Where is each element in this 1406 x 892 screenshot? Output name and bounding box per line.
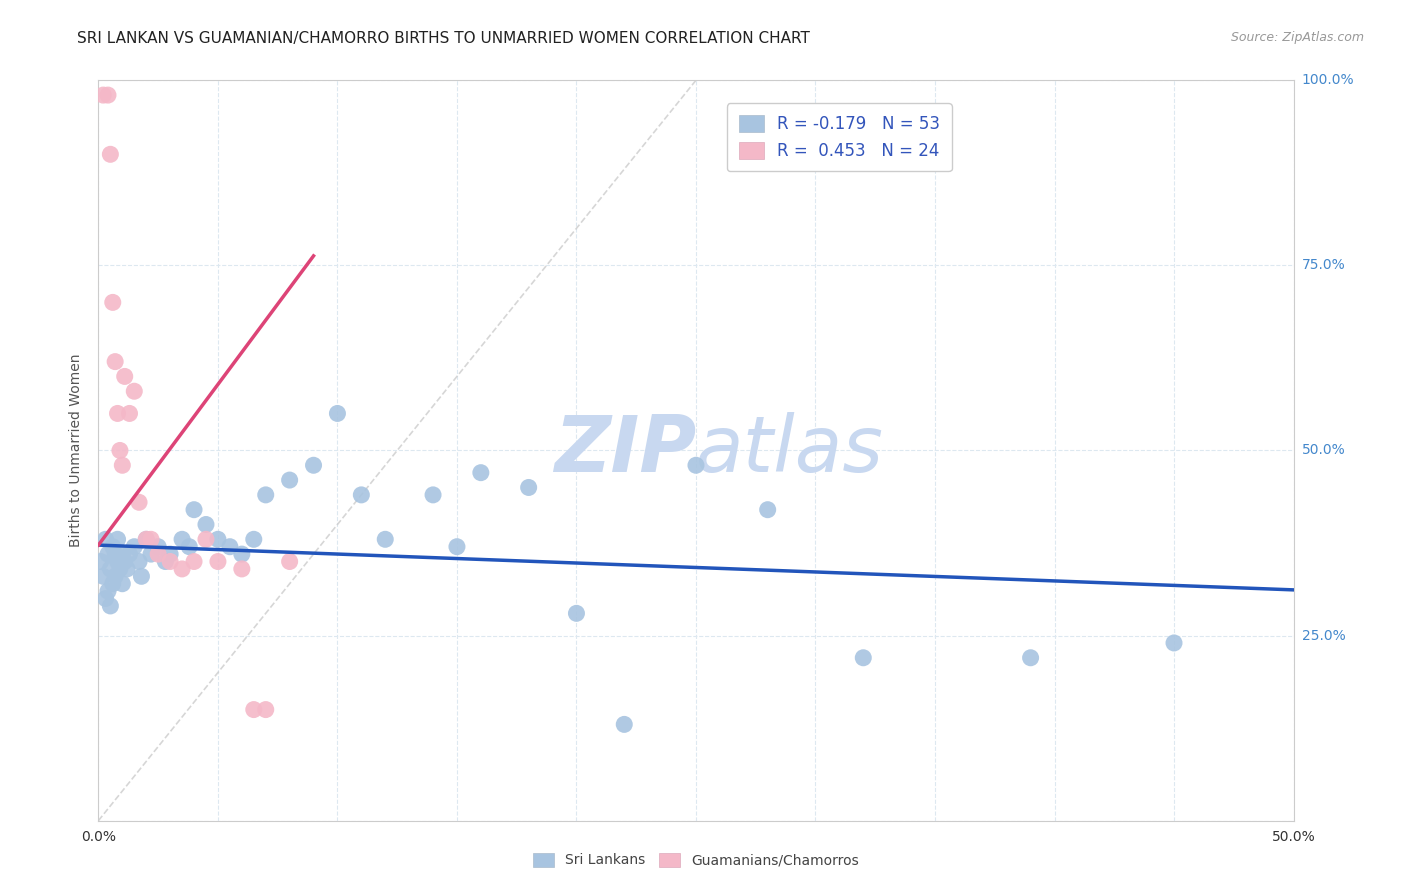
Legend: Sri Lankans, Guamanians/Chamorros: Sri Lankans, Guamanians/Chamorros <box>527 847 865 873</box>
Point <box>98 147 122 161</box>
Point <box>254 703 277 717</box>
Point <box>135 533 157 547</box>
Point <box>219 540 242 554</box>
Point <box>183 502 205 516</box>
Point <box>107 555 129 569</box>
Point <box>179 540 201 554</box>
Text: 25.0%: 25.0% <box>1302 629 1346 642</box>
Point <box>97 584 120 599</box>
Text: ZIP: ZIP <box>554 412 696 489</box>
Point <box>446 540 468 554</box>
Point <box>90 555 112 569</box>
Point <box>148 547 170 561</box>
Text: atlas: atlas <box>696 412 884 489</box>
Point <box>243 703 266 717</box>
Point <box>1019 650 1042 665</box>
Point <box>326 407 349 421</box>
Point <box>101 540 124 554</box>
Point <box>374 533 396 547</box>
Point <box>1163 636 1185 650</box>
Point <box>207 533 229 547</box>
Point <box>231 547 253 561</box>
Point <box>91 88 114 103</box>
Point <box>94 591 117 606</box>
Text: SRI LANKAN VS GUAMANIAN/CHAMORRO BIRTHS TO UNMARRIED WOMEN CORRELATION CHART: SRI LANKAN VS GUAMANIAN/CHAMORRO BIRTHS … <box>77 31 810 46</box>
Point <box>159 555 181 569</box>
Point <box>128 555 150 569</box>
Point <box>111 576 134 591</box>
Point <box>124 384 146 399</box>
Point <box>115 562 138 576</box>
Point <box>124 540 146 554</box>
Point <box>98 599 122 613</box>
Point <box>139 547 162 561</box>
Point <box>101 295 124 310</box>
Point <box>98 562 122 576</box>
Point <box>131 569 153 583</box>
Point <box>108 443 131 458</box>
Point <box>565 607 588 621</box>
Point <box>128 495 150 509</box>
Point <box>104 569 127 583</box>
Point <box>422 488 444 502</box>
Point <box>852 650 875 665</box>
Point <box>278 473 301 487</box>
Point <box>94 533 117 547</box>
Text: Source: ZipAtlas.com: Source: ZipAtlas.com <box>1230 31 1364 45</box>
Point <box>685 458 707 473</box>
Point <box>155 555 177 569</box>
Point <box>104 354 127 368</box>
Point <box>172 533 194 547</box>
Point <box>254 488 277 502</box>
Point <box>517 480 540 494</box>
Point <box>111 458 134 473</box>
Point <box>114 369 136 384</box>
Point <box>756 502 779 516</box>
Point <box>114 555 136 569</box>
Point <box>139 533 162 547</box>
Point <box>107 407 129 421</box>
Point <box>243 533 266 547</box>
Point <box>135 533 157 547</box>
Point <box>97 88 120 103</box>
Point <box>107 533 129 547</box>
Point <box>302 458 325 473</box>
Point <box>97 547 120 561</box>
Point <box>148 540 170 554</box>
Text: 100.0%: 100.0% <box>1302 73 1354 87</box>
Point <box>195 517 218 532</box>
Point <box>195 533 218 547</box>
Point <box>111 547 134 561</box>
Point <box>183 555 205 569</box>
Point <box>118 547 141 561</box>
Point <box>231 562 253 576</box>
Text: 75.0%: 75.0% <box>1302 259 1346 272</box>
Point <box>118 407 141 421</box>
Point <box>172 562 194 576</box>
Point <box>278 555 301 569</box>
Point <box>159 547 181 561</box>
Y-axis label: Births to Unmarried Women: Births to Unmarried Women <box>69 354 83 547</box>
Point <box>108 562 131 576</box>
Point <box>350 488 373 502</box>
Point <box>207 555 229 569</box>
Point <box>104 547 127 561</box>
Text: 50.0%: 50.0% <box>1302 443 1346 458</box>
Point <box>470 466 492 480</box>
Point <box>91 569 114 583</box>
Point <box>101 576 124 591</box>
Point <box>613 717 636 731</box>
